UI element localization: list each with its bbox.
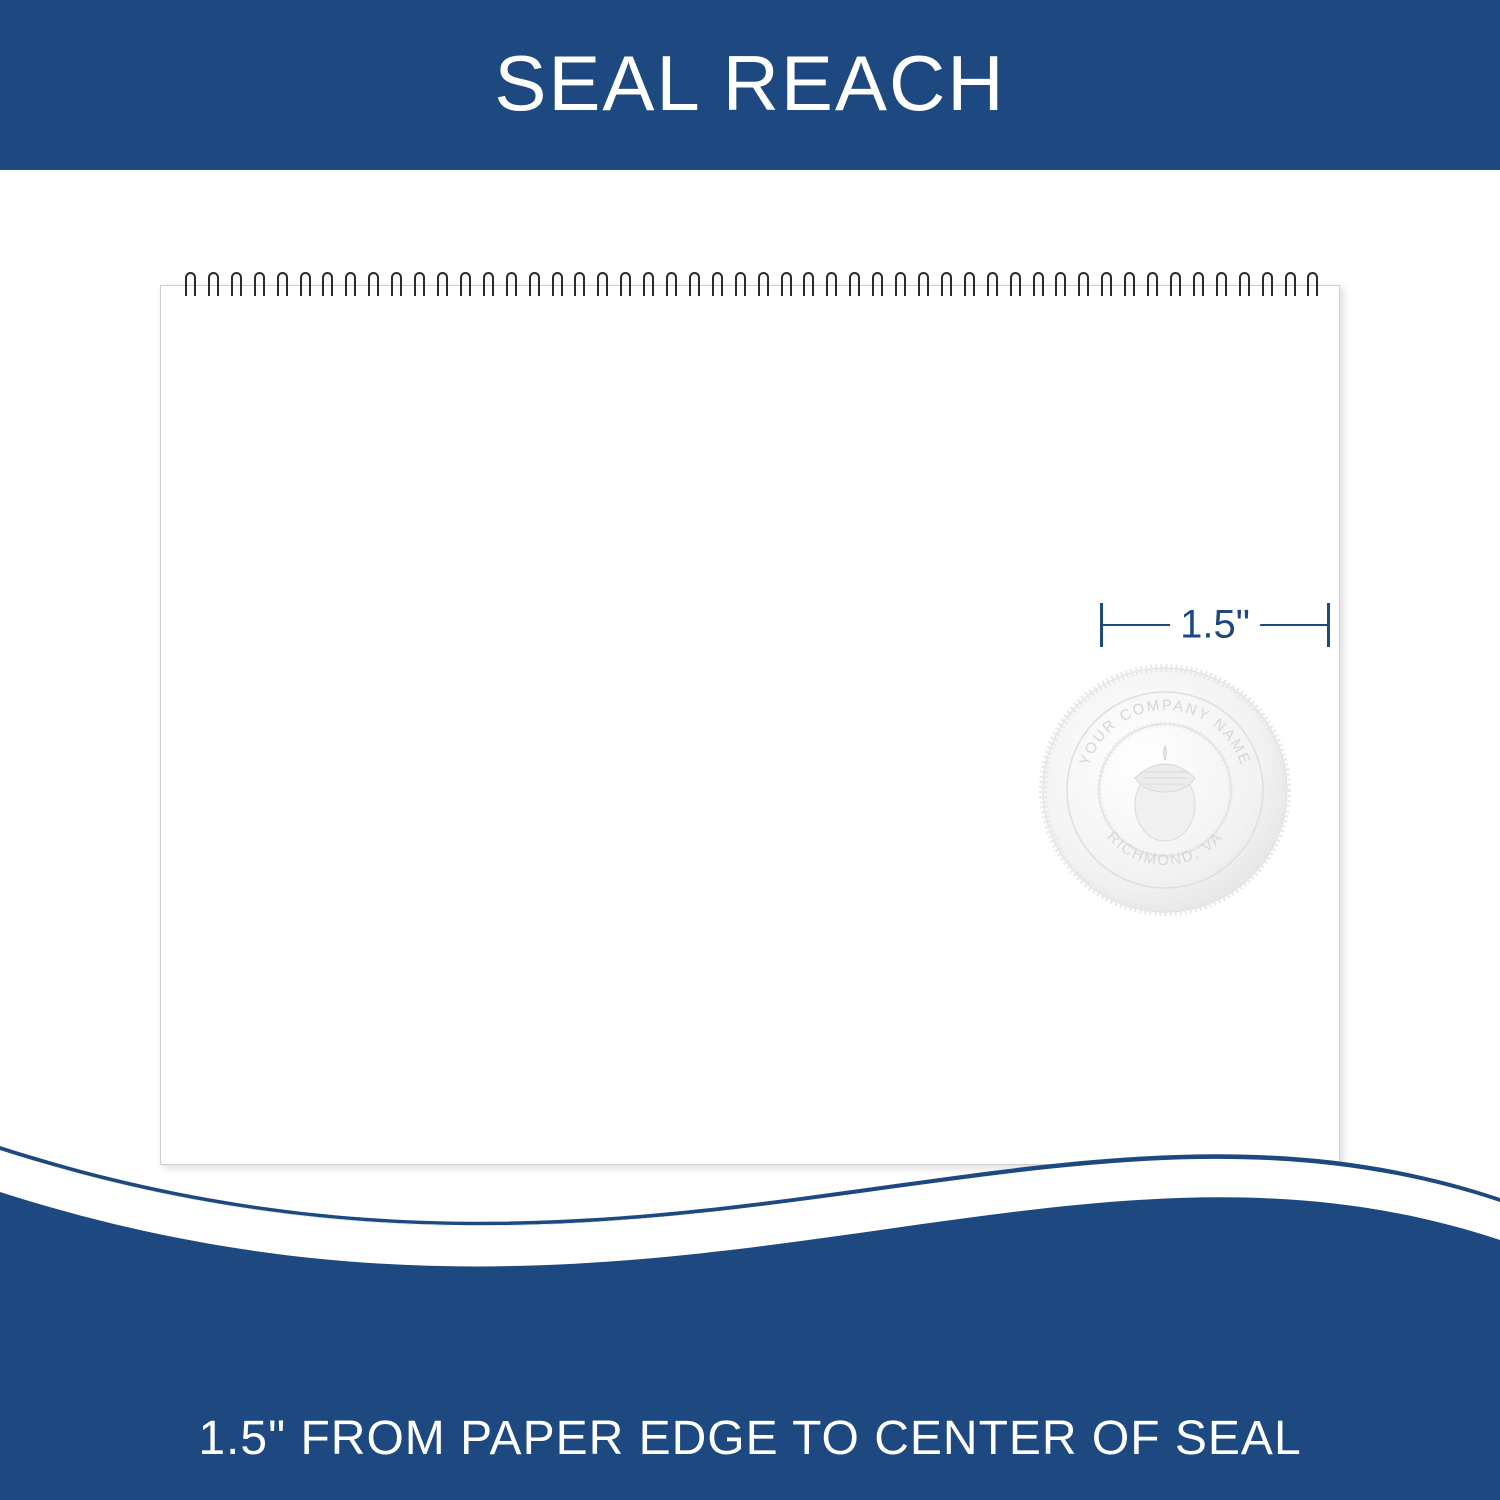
spiral-ring: [847, 272, 858, 300]
spiral-ring: [916, 272, 927, 300]
measure-line: 1.5": [1103, 624, 1327, 626]
spiral-ring: [985, 272, 996, 300]
embossed-seal: YOUR COMPANY NAME RICHMOND, VA: [1035, 660, 1295, 920]
spiral-ring: [1191, 272, 1202, 300]
spiral-ring: [1283, 272, 1294, 300]
spiral-ring: [1053, 272, 1064, 300]
spiral-ring: [893, 272, 904, 300]
spiral-ring: [1076, 272, 1087, 300]
spiral-ring: [618, 272, 629, 300]
spiral-ring: [870, 272, 881, 300]
header-banner: SEAL REACH: [0, 0, 1500, 170]
spiral-ring: [641, 272, 652, 300]
spiral-ring: [412, 272, 423, 300]
spiral-ring: [527, 272, 538, 300]
spiral-ring: [1168, 272, 1179, 300]
spiral-ring: [1099, 272, 1110, 300]
footer-caption: 1.5" FROM PAPER EDGE TO CENTER OF SEAL: [198, 1411, 1301, 1466]
spiral-ring: [1237, 272, 1248, 300]
spiral-ring: [550, 272, 561, 300]
spiral-ring: [1008, 272, 1019, 300]
reach-measurement: 1.5": [1100, 600, 1330, 650]
spiral-ring: [298, 272, 309, 300]
spiral-binding: [183, 272, 1317, 300]
spiral-ring: [389, 272, 400, 300]
spiral-ring: [710, 272, 721, 300]
main-content-area: 1.5" YOUR: [0, 170, 1500, 1330]
spiral-ring: [206, 272, 217, 300]
spiral-ring: [320, 272, 331, 300]
measure-cap-right: [1327, 603, 1330, 647]
spiral-ring: [183, 272, 194, 300]
spiral-ring: [1122, 272, 1133, 300]
spiral-ring: [1031, 272, 1042, 300]
page-title: SEAL REACH: [0, 38, 1500, 129]
measure-label: 1.5": [1170, 603, 1260, 648]
spiral-ring: [504, 272, 515, 300]
spiral-ring: [435, 272, 446, 300]
spiral-ring: [664, 272, 675, 300]
spiral-ring: [572, 272, 583, 300]
spiral-ring: [1145, 272, 1156, 300]
spiral-ring: [366, 272, 377, 300]
spiral-ring: [1214, 272, 1225, 300]
spiral-ring: [481, 272, 492, 300]
spiral-ring: [1305, 272, 1316, 300]
spiral-ring: [458, 272, 469, 300]
spiral-ring: [962, 272, 973, 300]
spiral-ring: [779, 272, 790, 300]
spiral-ring: [252, 272, 263, 300]
spiral-ring: [595, 272, 606, 300]
spiral-ring: [756, 272, 767, 300]
spiral-ring: [275, 272, 286, 300]
spiral-ring: [687, 272, 698, 300]
footer-banner: 1.5" FROM PAPER EDGE TO CENTER OF SEAL: [0, 1330, 1500, 1500]
spiral-ring: [801, 272, 812, 300]
spiral-ring: [733, 272, 744, 300]
spiral-ring: [1260, 272, 1271, 300]
spiral-ring: [939, 272, 950, 300]
spiral-ring: [229, 272, 240, 300]
spiral-ring: [824, 272, 835, 300]
spiral-ring: [343, 272, 354, 300]
